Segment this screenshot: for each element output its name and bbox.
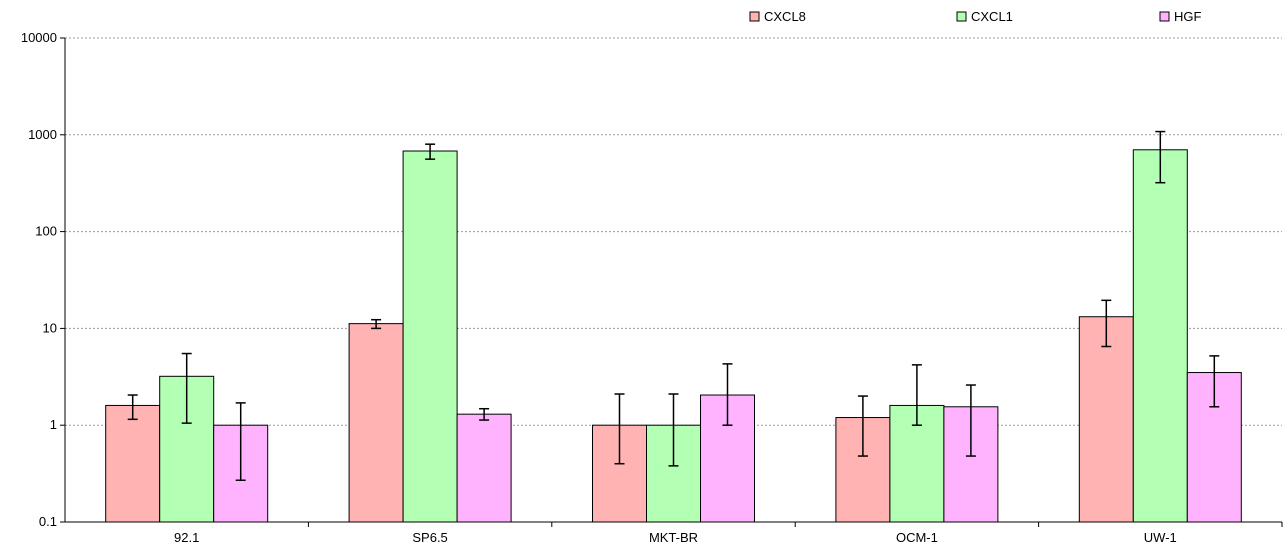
x-tick-label: 92.1 xyxy=(174,530,199,545)
bar-cxcl8 xyxy=(105,404,161,523)
x-tick-label: UW-1 xyxy=(1144,530,1177,545)
bar-hgf xyxy=(456,413,512,523)
y-tick-label: 1000 xyxy=(28,127,57,142)
legend-swatch-hgf xyxy=(1159,11,1170,22)
x-tick-label: MKT-BR xyxy=(649,530,698,545)
error-bars xyxy=(127,130,1220,481)
bar-cxcl1 xyxy=(402,150,458,523)
legend-label-cxcl1: CXCL1 xyxy=(971,9,1013,24)
legend-label-cxcl8: CXCL8 xyxy=(764,9,806,24)
y-tick-label: 10 xyxy=(43,320,57,335)
legend-swatch-cxcl1 xyxy=(956,11,967,22)
y-tick-label: 10000 xyxy=(21,30,57,45)
axes: 0.1 1 10 100 1000 10000 92.1 SP6.5 MKT-BR OCM-1 UW… xyxy=(21,30,1283,545)
legend: CXCL8 CXCL1 HGF xyxy=(749,9,1202,24)
bar-cxcl8 xyxy=(348,323,404,523)
legend-swatch-cxcl8 xyxy=(749,11,760,22)
x-tick-label: SP6.5 xyxy=(412,530,447,545)
y-tick-label: 100 xyxy=(35,224,57,239)
y-tick-label: 0.1 xyxy=(39,514,57,529)
y-tick-label: 1 xyxy=(50,417,57,432)
bar-cxcl8 xyxy=(1078,316,1134,523)
bar-cxcl1 xyxy=(1132,149,1188,523)
x-tick-label: OCM-1 xyxy=(896,530,938,545)
legend-label-hgf: HGF xyxy=(1174,9,1202,24)
